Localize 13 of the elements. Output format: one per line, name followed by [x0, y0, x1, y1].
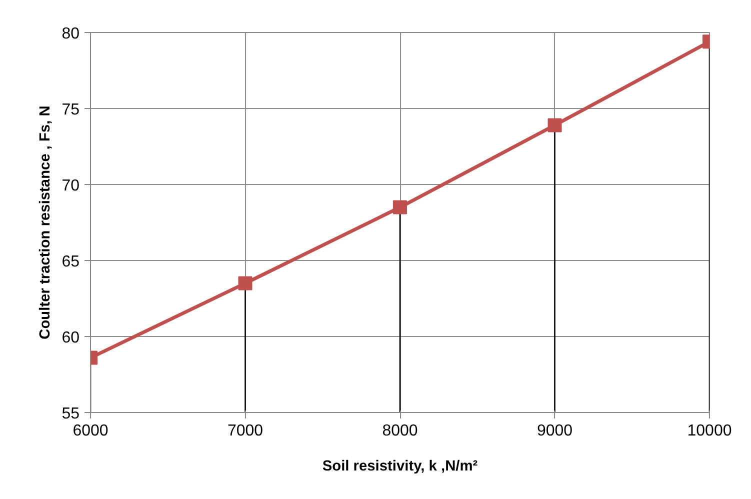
y-axis-title: Coulter traction resistance , Fs, N [38, 106, 54, 340]
y-tick-label: 80 [62, 26, 80, 42]
y-tick-label: 55 [62, 406, 80, 422]
x-tick-label: 10000 [687, 422, 732, 440]
x-tick-label: 6000 [72, 422, 108, 440]
x-tick-label: 7000 [227, 422, 264, 440]
x-tick-label: 9000 [536, 422, 573, 440]
y-tick-label: 65 [62, 254, 80, 270]
x-axis-title: Soil resistivity, k ,N/m² [322, 458, 478, 474]
y-tick-label: 60 [62, 330, 80, 346]
y-tick-label: 75 [62, 102, 80, 118]
y-tick-label: 70 [62, 178, 80, 194]
x-tick-label: 8000 [382, 422, 418, 440]
